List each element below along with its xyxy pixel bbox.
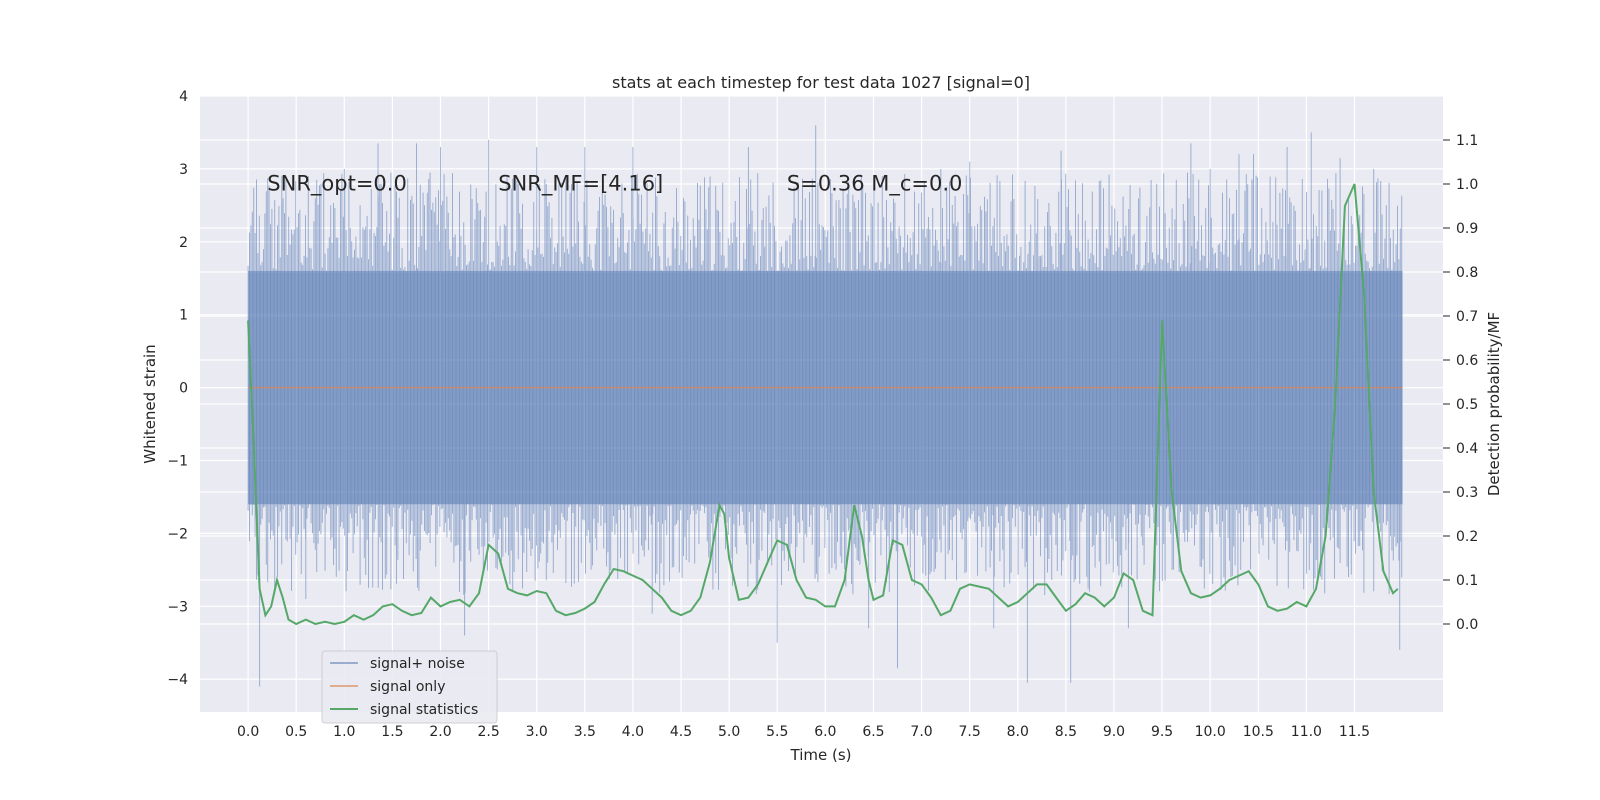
x-tick-label: 11.5 [1339, 724, 1370, 740]
x-tick-label: 5.0 [718, 724, 740, 740]
y-tick-label: 1 [179, 308, 188, 324]
x-axis-title: Time (s) [790, 746, 852, 764]
y2-tick-label: 0.6 [1456, 353, 1478, 369]
x-tick-label: 8.5 [1055, 724, 1077, 740]
x-tick-label: 4.5 [670, 724, 692, 740]
y2-tick-label: 0.9 [1456, 221, 1478, 237]
legend: signal+ noise signal only signal statist… [321, 650, 498, 724]
axis-layer: 0.0 0.5 1.0 1.5 2.0 2.5 3.0 3.5 4.0 4.5 5.0 5.5 6.0 6… [167, 89, 1478, 740]
y2-tick-label: 0.2 [1456, 529, 1478, 545]
x-tick-label: 0.5 [285, 724, 307, 740]
y-tick-label: −4 [167, 672, 188, 688]
y2-tick-label: 0.4 [1456, 441, 1478, 457]
y2-tick-label: 0.5 [1456, 397, 1478, 413]
y2-tick-label: 1.1 [1456, 133, 1478, 149]
x-tick-label: 11.0 [1291, 724, 1322, 740]
y-tick-label: 2 [179, 235, 188, 251]
x-tick-label: 4.0 [622, 724, 644, 740]
legend-label-signal-statistics: signal statistics [370, 702, 478, 718]
x-tick-label: 10.5 [1243, 724, 1274, 740]
x-tick-label: 6.5 [862, 724, 884, 740]
y-tick-label: −1 [167, 453, 188, 469]
x-tick-label: 6.0 [814, 724, 836, 740]
noise-spikes [247, 125, 1403, 687]
x-tick-label: 1.0 [333, 724, 355, 740]
annotation-layer: SNR_opt=0.0 SNR_MF=[4.16] S=0.36 M_c=0.0 [267, 172, 962, 197]
x-tick-label: 9.0 [1103, 724, 1125, 740]
y-tick-label: 4 [179, 89, 188, 105]
x-tick-label: 7.0 [910, 724, 932, 740]
y-tick-label: −3 [167, 599, 188, 615]
x-tick-label: 9.5 [1151, 724, 1173, 740]
y-axis-title: Whitened strain [141, 344, 159, 463]
x-tick-label: 10.0 [1195, 724, 1226, 740]
x-tick-label: 2.0 [429, 724, 451, 740]
y2-tick-label: 0.1 [1456, 573, 1478, 589]
y2-tick-label: 0.0 [1456, 617, 1478, 633]
x-tick-label: 0.0 [237, 724, 259, 740]
chart-title: stats at each timestep for test data 102… [612, 73, 1030, 92]
annotation-snr-opt: SNR_opt=0.0 [267, 172, 407, 197]
line-layer [247, 183, 1403, 626]
legend-box [321, 650, 498, 724]
x-tick-label: 5.5 [766, 724, 788, 740]
annotation-s-mc: S=0.36 M_c=0.0 [787, 172, 963, 197]
y-tick-label: 3 [179, 162, 188, 178]
y2-axis-title: Detection probability/MF [1485, 312, 1503, 496]
y2-tick-label: 0.7 [1456, 309, 1478, 325]
y2-tick-label: 1.0 [1456, 177, 1478, 193]
x-tick-label: 1.5 [381, 724, 403, 740]
y2-tick-label: 0.8 [1456, 265, 1478, 281]
annotation-snr-mf: SNR_MF=[4.16] [498, 172, 663, 197]
x-tick-label: 7.5 [959, 724, 981, 740]
x-tick-label: 2.5 [477, 724, 499, 740]
legend-label-signal-only: signal only [370, 679, 445, 695]
y2-tick-label: 0.3 [1456, 485, 1478, 501]
y-tick-label: −2 [167, 526, 188, 542]
y-tick-label: 0 [179, 381, 188, 397]
legend-label-signal-noise: signal+ noise [370, 656, 465, 672]
x-tick-label: 3.5 [574, 724, 596, 740]
x-tick-label: 3.0 [526, 724, 548, 740]
signal-statistics-line [247, 183, 1399, 626]
x-tick-label: 8.0 [1007, 724, 1029, 740]
